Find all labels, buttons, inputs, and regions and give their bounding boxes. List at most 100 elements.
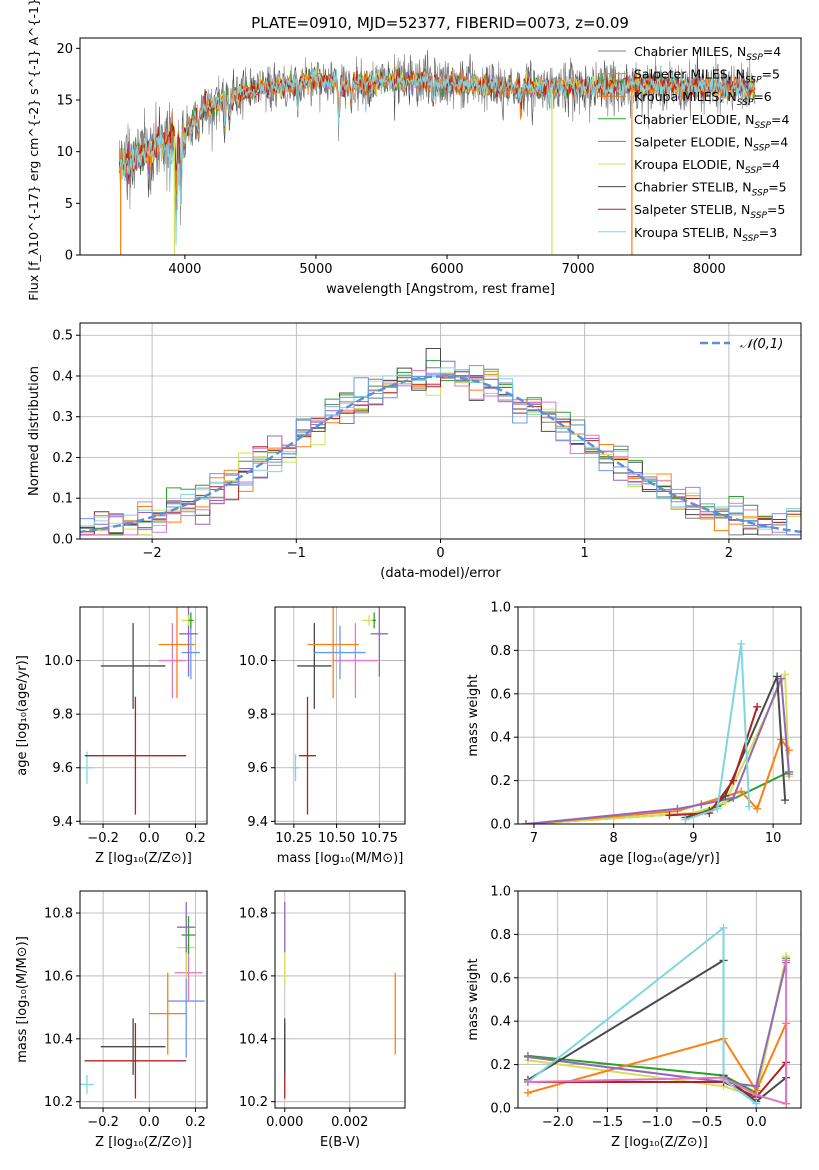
x-axis-label: Z [log₁₀(Z/Z⊙)]: [95, 851, 192, 866]
plot-area: [80, 348, 801, 536]
x-tick-label: −1: [287, 546, 306, 561]
y-tick-label: 10.0: [44, 654, 73, 669]
axes-frame: [79, 37, 802, 256]
plot-area: [523, 923, 791, 1108]
legend-text: Chabrier ELODIE, N: [634, 112, 754, 127]
legend-subscript: SSP: [746, 53, 763, 63]
errorbar-point: [100, 1018, 166, 1075]
x-tick-label: 0.2: [185, 1115, 206, 1130]
y-tick-label: 9.8: [52, 708, 73, 723]
legend-entry: Chabrier MILES, NSSP=4: [634, 44, 781, 63]
legend-entry: Kroupa STELIB, NSSP=3: [634, 225, 777, 244]
panel-weight_vs_age: 7 8 9 10 0.0 0.2 0.4 0.6 0.8 1.0 age [log₁₀(age/yr…: [466, 601, 802, 866]
legend-subscript: SSP: [745, 76, 762, 86]
y-tick-label: 15: [56, 94, 73, 109]
axes-frame: [79, 890, 208, 1109]
legend-entry: Salpeter ELODIE, NSSP=4: [634, 134, 788, 153]
y-tick-label: 0.2: [490, 1058, 511, 1073]
legend-suffix: =4: [770, 134, 788, 149]
x-tick-label: 0.0: [746, 1115, 767, 1130]
legend-suffix: =5: [762, 67, 780, 82]
x-tick-label: −2.0: [542, 1115, 574, 1130]
normal-curve: [80, 375, 801, 534]
errorbar-point: [100, 623, 166, 709]
x-axis-label: E(B-V): [320, 1135, 360, 1150]
weight-marker: [773, 672, 782, 681]
x-tick-label: 10.25: [275, 831, 312, 846]
y-tick-label: 5: [65, 197, 73, 212]
y-tick-label: 0.4: [490, 731, 511, 746]
legend-suffix: =5: [767, 202, 785, 217]
x-tick-label: 10.75: [361, 831, 398, 846]
legend-text: Salpeter MILES, N: [634, 67, 745, 82]
weight-series: [527, 1061, 787, 1099]
errorbar-point: [179, 607, 198, 677]
y-tick-label: 10.8: [239, 907, 268, 922]
y-tick-label: 0.8: [490, 928, 511, 943]
weight-series: [685, 676, 787, 819]
errorbar-point: [181, 916, 196, 954]
weight-marker: [729, 793, 738, 802]
weight-marker: [745, 802, 754, 811]
x-tick-label: −0.5: [691, 1115, 723, 1130]
x-tick-label: 8000: [693, 262, 726, 277]
legend-text: Chabrier STELIB, N: [634, 180, 752, 195]
weight-marker: [781, 796, 790, 805]
weight-marker: [753, 804, 762, 813]
y-tick-label: 0: [65, 249, 73, 264]
errorbar-point: [314, 625, 366, 680]
x-tick-label: 5000: [299, 262, 332, 277]
x-tick-label: −1.0: [641, 1115, 673, 1130]
y-tick-label: 10.2: [239, 1095, 268, 1110]
legend-subscript: SSP: [745, 166, 762, 176]
panel-age_vs_Z: −0.2 0.0 0.2 9.4 9.6 9.8 10.0 Z [log₁₀(Z/Z⊙)] ag…: [15, 606, 208, 866]
x-tick-label: −2: [143, 546, 162, 561]
y-tick-label: 0.4: [490, 1015, 511, 1030]
y-tick-label: 10.8: [44, 907, 73, 922]
legend-suffix: =4: [762, 157, 780, 172]
x-tick-label: −0.2: [87, 1115, 119, 1130]
legend-entry: 𝒩(0,1): [740, 337, 783, 352]
weight-marker: [521, 820, 530, 824]
axes-frame: [79, 606, 208, 825]
y-tick-label: 10.4: [44, 1032, 73, 1047]
weight-marker: [785, 770, 794, 779]
y-axis-label: Flux [f_λ10^{-17} erg cm^{-2} s^{-1} A^{…: [26, 0, 41, 301]
errorbar-point: [176, 902, 196, 953]
weight-marker: [737, 787, 746, 796]
legend-entry: Kroupa ELODIE, NSSP=4: [634, 157, 780, 176]
weight-marker: [697, 800, 706, 809]
y-tick-label: 9.4: [52, 815, 73, 830]
y-tick-label: 10.0: [239, 654, 268, 669]
y-axis-label: Normed distribution: [27, 366, 42, 496]
legend-suffix: =6: [753, 89, 771, 104]
x-tick-label: 0: [436, 546, 444, 561]
errorbar-point: [292, 754, 299, 782]
plot-area: [118, 49, 756, 255]
legend-text: Salpeter STELIB, N: [634, 202, 750, 217]
y-tick-label: 1.0: [490, 885, 511, 900]
weight-marker: [752, 1099, 761, 1108]
errorbar-point: [307, 607, 359, 699]
y-tick-label: 10.6: [239, 969, 268, 984]
panel-spectrum: 4000 5000 6000 7000 8000 0 5 10 15 20 wavelength […: [26, 0, 802, 301]
weight-marker: [782, 956, 791, 965]
figure-title: PLATE=0910, MJD=52377, FIBERID=0073, z=0…: [251, 14, 629, 32]
x-tick-label: 0.2: [185, 831, 206, 846]
y-tick-label: 0.5: [52, 329, 73, 344]
weight-marker: [781, 670, 790, 679]
panel-mass_vs_ebv: 0.000 0.002 10.2 10.4 10.6 10.8 E(B-V): [239, 890, 406, 1150]
errorbar-point: [84, 696, 187, 815]
panel-age_vs_mass: 10.25 10.50 10.75 9.4 9.6 9.8 10.0 mass [log₁₀(…: [239, 606, 406, 866]
weight-marker: [673, 804, 682, 813]
y-tick-label: 10.4: [239, 1032, 268, 1047]
plot-area: [80, 902, 205, 1099]
legend-entry: Kroupa MILES, NSSP=6: [634, 89, 772, 108]
legend-text: Chabrier MILES, N: [634, 44, 746, 59]
errorbar-point: [181, 625, 201, 680]
legend-subscript: SSP: [752, 189, 769, 199]
y-axis-label: mass [log₁₀(M/M⊙)]: [15, 936, 30, 1063]
errorbar-point: [297, 623, 332, 709]
x-tick-label: 9: [689, 831, 697, 846]
